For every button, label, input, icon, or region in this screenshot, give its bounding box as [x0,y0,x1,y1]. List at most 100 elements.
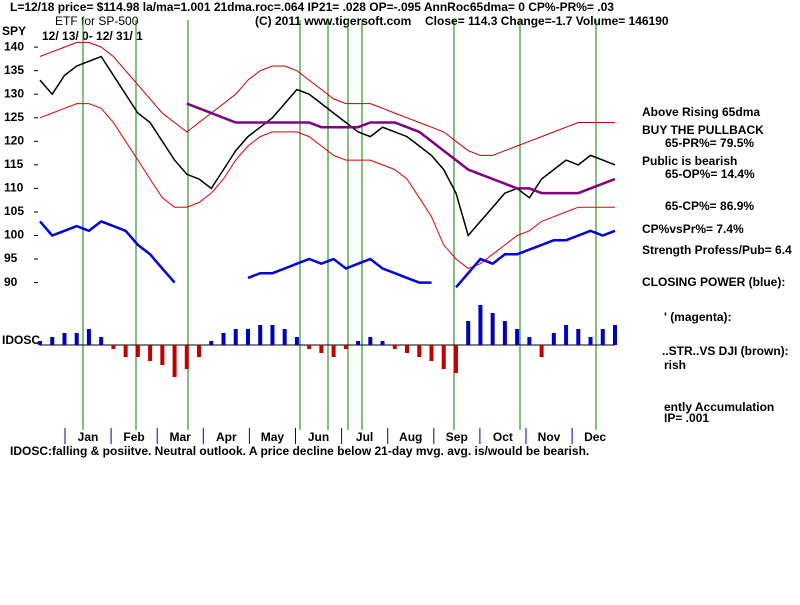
y-tick-label: 100 [4,228,24,242]
ticker: SPY [2,24,26,38]
y-tick-label: 105 [4,204,24,218]
osc-bar [221,333,226,345]
osc-bar [478,305,483,345]
note: ..STR..VS DJI (brown): [662,344,789,358]
note: BUY THE PULLBACK [642,123,764,137]
osc-bar [356,341,361,345]
osc-bar [343,345,348,349]
osc-bar [576,329,581,345]
osc-bar [453,345,458,373]
osc-bar [99,337,104,345]
note: IP= .001 [664,411,709,425]
y-tick-label: 120 [4,133,24,147]
osc-bar [245,329,250,345]
quote: Close= 114.3 Change=-1.7 Volume= 146190 [425,14,669,28]
note: CLOSING POWER (blue): [642,275,785,289]
osc-bar [600,329,605,345]
note: 65-OP%= 14.4% [665,167,755,181]
osc-bar [270,325,275,345]
y-tick-label: 140 [4,39,24,53]
osc-bar [160,345,165,365]
y-tick-label: 135 [4,63,24,77]
note: Above Rising 65dma [642,105,760,119]
subtitle: ETF for SP-500 [55,14,139,28]
y-tick-label: 130 [4,86,24,100]
note: Public is bearish [642,154,737,168]
note: Strength Profess/Pub= 6.4 [642,243,792,257]
osc-bar [429,345,434,361]
osc-bar [502,321,507,345]
osc-bar [564,325,569,345]
y-tick-label: 95 [4,251,18,265]
osc-bar [50,337,55,345]
osc-bar [368,337,373,345]
series-line [39,103,615,270]
header: L=12/18 price= $114.98 la/ma=1.001 21dma… [10,0,614,14]
x-tick-label: Feb [123,430,144,444]
x-tick-label: Nov [538,430,561,444]
x-tick-label: Oct [493,430,513,444]
note: 65-PR%= 79.5% [665,136,754,150]
x-tick-label: Aug [399,430,422,444]
x-tick-label: Sep [446,430,468,444]
y-tick-label: 125 [4,110,24,124]
note: rish [664,358,686,372]
osc-bar [380,341,385,345]
osc-bar [294,337,299,345]
osc-bar [123,345,128,357]
note: ' (magenta): [664,310,732,324]
osc-bar [86,329,91,345]
x-tick-label: Jun [308,430,329,444]
x-tick-label: May [261,430,285,444]
osc-bar [135,345,140,357]
osc-bar [539,345,544,357]
osc-bar [515,329,520,345]
osc-bar [466,321,471,345]
x-tick-label: Jul [356,430,373,444]
osc-bar [307,345,312,349]
osc-label: IDOSC [2,333,40,347]
osc-bar [258,325,263,345]
osc-bar [38,341,42,345]
y-tick-label: 110 [4,181,24,195]
series-line [186,102,616,195]
footer: IDOSC:falling & posiitve. Neutral outloo… [10,444,589,458]
osc-bar [331,345,336,357]
osc-bar [184,345,189,369]
y-tick-label: 115 [4,157,24,171]
x-tick-label: Dec [584,430,606,444]
osc-bar [148,345,153,361]
series-line [39,55,616,238]
copyright: (C) 2011 www.tigersoft.com [255,14,411,28]
osc-bar [417,345,422,357]
x-tick-label: Jan [78,430,99,444]
osc-bar [613,325,617,345]
note: ently Accumulation [664,400,774,414]
x-tick-label: Apr [216,430,237,444]
series-line [39,219,616,289]
x-tick-label: Mar [170,430,192,444]
y-tick-label: 90 [4,275,18,289]
note: 65-CP%= 86.9% [665,199,754,213]
osc-bar [74,333,79,345]
signal-lines [82,20,597,430]
osc-bar [392,345,397,349]
osc-bar [405,345,410,353]
osc-bar [441,345,446,369]
osc-bar [209,341,214,345]
osc-bar [233,329,238,345]
osc-bar [588,337,593,345]
osc-bar [172,345,177,377]
osc-bar [62,333,67,345]
osc-bar [319,345,324,353]
series-line [39,41,615,156]
note: CP%vsPr%= 7.4% [642,222,744,236]
osc-bar [282,329,287,345]
osc-bar [551,333,556,345]
osc-bar [197,345,202,357]
osc-bar [527,337,532,345]
osc-bar [490,313,495,345]
date-range: 12/ 13/ 0- 12/ 31/ 1 [42,29,143,43]
